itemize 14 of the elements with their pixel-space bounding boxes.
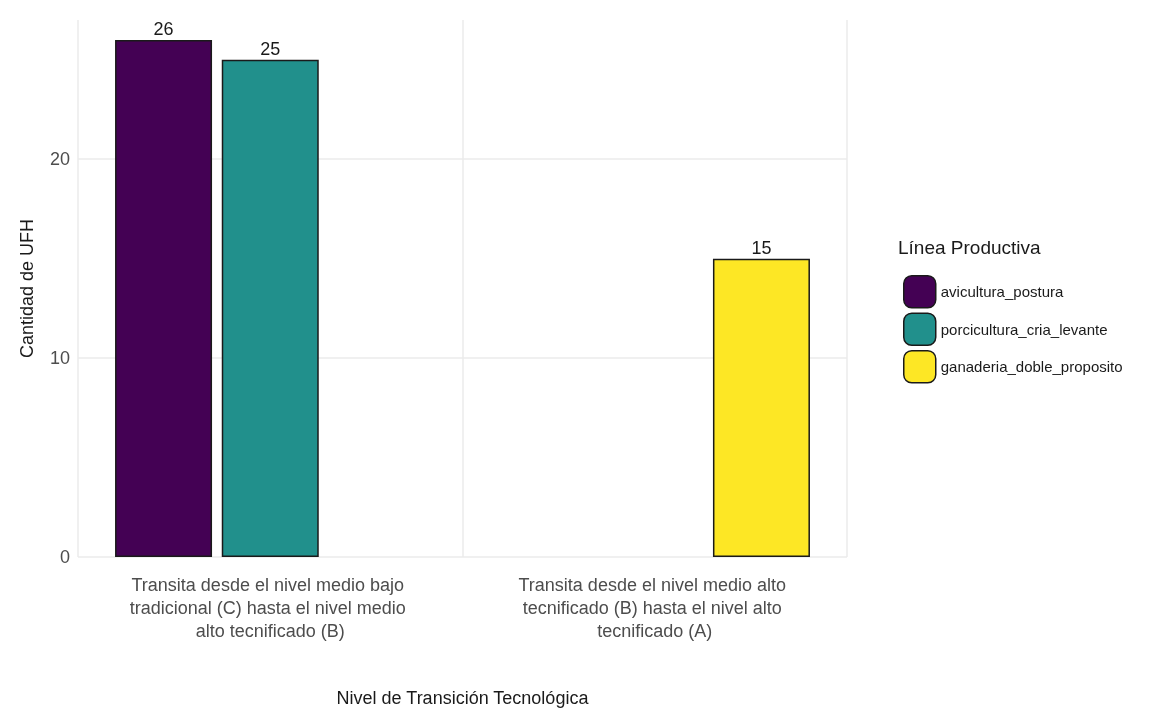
x-axis-title: Nivel de Transición Tecnológica xyxy=(336,688,590,708)
x-tick-label: Transita desde el nivel medio bajo tradicional (C) hasta el nivel medio alto tecnificado (B) xyxy=(129,574,411,641)
x-tick-label: Transita desde el nivel medio alto tecnificado (B) hasta el nivel alto tecnificado (A) xyxy=(518,574,791,641)
legend-label: ganaderia_doble_proposito xyxy=(940,358,1123,376)
y-tick-label: 20 xyxy=(49,149,70,170)
y-tick-label: 10 xyxy=(49,348,70,369)
y-tick-label: 0 xyxy=(59,547,70,567)
data-label: 26 xyxy=(153,18,174,39)
data-label: 15 xyxy=(751,237,772,258)
legend-label: porcicultura_cria_levante xyxy=(940,320,1108,338)
legend-label: avicultura_postura xyxy=(940,283,1064,301)
data-label: 25 xyxy=(260,38,281,59)
legend-title: Línea Productiva xyxy=(898,237,1042,258)
y-axis-title: Cantidad de UFH xyxy=(17,218,37,359)
